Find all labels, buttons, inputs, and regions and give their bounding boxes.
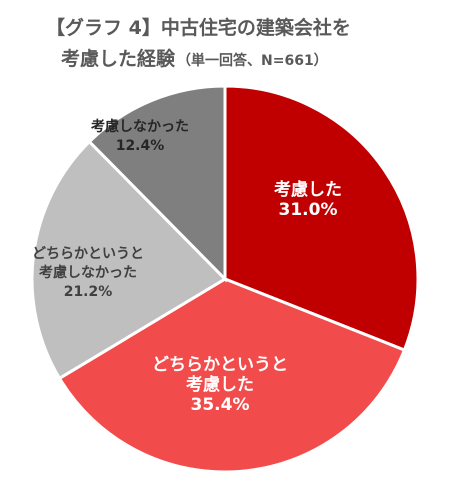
slice-value-label: 31.0% [279,200,338,220]
slice-category-label: 考慮しなかった [91,118,189,135]
slice-category-label: 考慮しなかった [39,264,137,281]
pie-slices [30,84,420,474]
slice-category-label: どちらかというと [152,355,288,375]
slice-label-2: どちらかというと考慮した 35.4% [152,355,288,415]
slice-value-label: 35.4% [191,395,250,415]
slice-value-label: 21.2% [64,284,113,300]
pie-slice-1 [223,84,420,352]
chart-title-line-2: 考慮した経験 （単一回答、N=661） [61,44,328,71]
slice-label-4: 考慮しなかった 12.4% [91,118,189,154]
slice-label-1: 考慮した 31.0% [273,179,342,220]
slice-value-label: 12.4% [116,138,165,154]
slice-category-label: 考慮した [273,179,342,200]
chart-title-line-2-text: 考慮した経験 [61,48,176,70]
pie-labels: 考慮した 31.0%どちらかというと考慮した 35.4%どちらかというと考慮しなかっ… [32,118,342,415]
slice-category-label: どちらかというと [32,246,144,262]
chart-subtitle: （単一回答、N=661） [177,53,328,69]
chart-title: 【グラフ 4】中古住宅の建築会社を 考慮した経験 （単一回答、N=661） [0,0,450,80]
slice-label-3: どちらかというと考慮しなかった 21.2% [32,246,144,300]
pie-slice-3 [30,139,228,381]
pie-slice-4 [87,84,227,283]
chart-title-line-1: 【グラフ 4】中古住宅の建築会社を [46,17,351,39]
slice-category-label: 考慮した [185,374,254,395]
